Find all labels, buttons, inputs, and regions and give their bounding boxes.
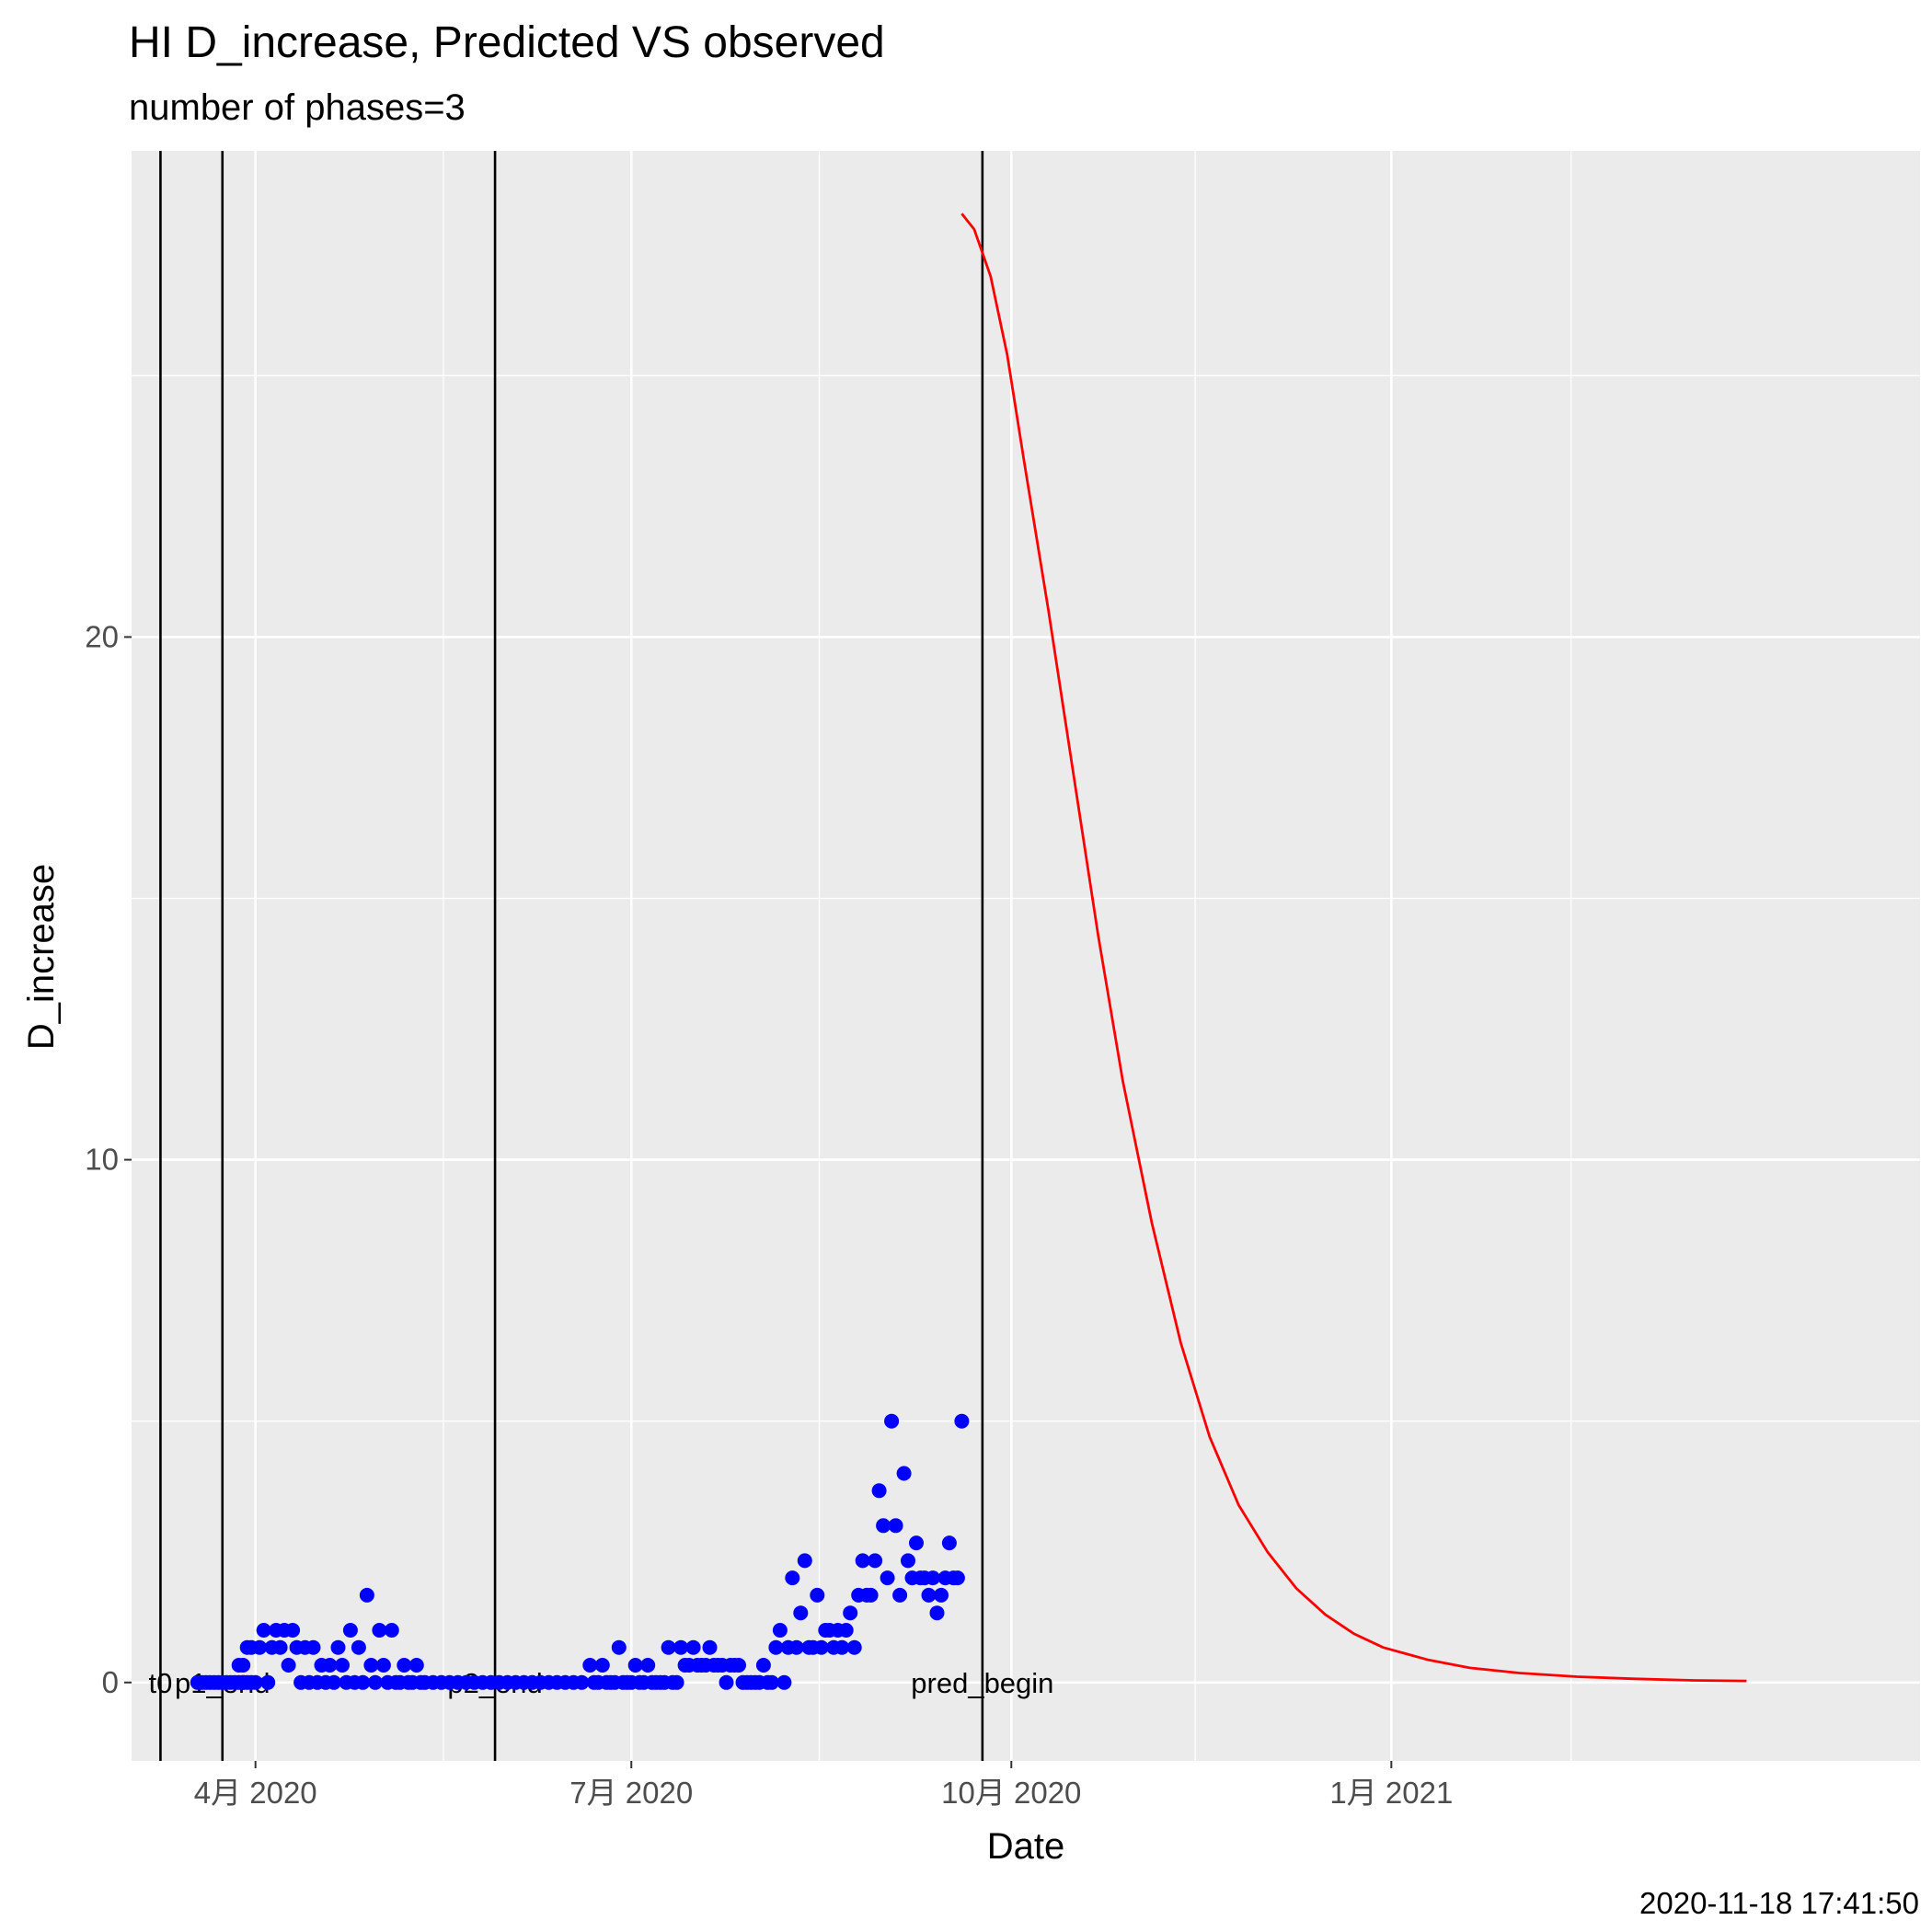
observed-point (384, 1623, 399, 1638)
observed-point (797, 1553, 812, 1569)
observed-point (281, 1658, 296, 1673)
observed-point (949, 1570, 965, 1586)
observed-point (764, 1674, 779, 1690)
observed-point (359, 1587, 374, 1603)
y-tick-label: 0 (102, 1665, 119, 1699)
observed-point (838, 1623, 854, 1638)
observed-point (843, 1605, 858, 1621)
observed-point (793, 1605, 809, 1621)
observed-point (372, 1623, 387, 1638)
observed-point (397, 1658, 412, 1673)
grid-minor (132, 151, 1920, 1761)
observed-point (363, 1658, 379, 1673)
observed-point (685, 1639, 701, 1655)
x-tick-label: 10月 2020 (941, 1776, 1081, 1810)
observed-point (611, 1639, 627, 1655)
observed-point (896, 1466, 912, 1481)
observed-series (190, 1413, 970, 1690)
x-axis-title: Date (987, 1826, 1065, 1867)
observed-point (627, 1658, 643, 1673)
observed-point (772, 1623, 788, 1638)
observed-point (731, 1658, 746, 1673)
observed-point (640, 1658, 656, 1673)
observed-point (788, 1639, 804, 1655)
observed-point (926, 1570, 940, 1586)
observed-point (236, 1658, 251, 1673)
observed-point (375, 1658, 391, 1673)
observed-point (322, 1658, 338, 1673)
observed-point (702, 1639, 718, 1655)
observed-point (909, 1535, 924, 1551)
grid-major (132, 151, 1920, 1761)
observed-point (846, 1639, 862, 1655)
observed-point (776, 1674, 792, 1690)
observed-point (954, 1413, 970, 1429)
observed-point (810, 1587, 825, 1603)
observed-point (755, 1658, 771, 1673)
observed-point (785, 1570, 800, 1586)
vertical-lines (159, 151, 984, 1761)
observed-point (901, 1553, 915, 1569)
observed-point (669, 1674, 684, 1690)
observed-point (285, 1623, 301, 1638)
observed-point (876, 1518, 891, 1534)
observed-point (863, 1587, 879, 1603)
observed-point (256, 1623, 271, 1638)
x-axis: 4月 2020 7月 2020 10月 2020 1月 2021 (194, 1761, 1453, 1810)
observed-point (871, 1483, 887, 1499)
observed-point (880, 1570, 895, 1586)
x-tick-label: 1月 2021 (1329, 1776, 1453, 1810)
observed-point (408, 1658, 424, 1673)
y-tick-label: 20 (85, 619, 119, 653)
reference-line-label: t0 (148, 1667, 172, 1699)
observed-point (719, 1674, 734, 1690)
observed-point (884, 1413, 900, 1429)
observed-point (327, 1674, 341, 1690)
observed-point (594, 1658, 610, 1673)
observed-point (673, 1639, 689, 1655)
predicted-line (960, 213, 1747, 1683)
y-axis: 0 10 20 (85, 619, 132, 1699)
observed-point (305, 1639, 321, 1655)
observed-point (272, 1639, 288, 1655)
chart-title: HI D_increase, Predicted VS observed (129, 18, 885, 67)
x-tick-label: 7月 2020 (569, 1776, 693, 1810)
plot-caption: 2020-11-18 17:41:50 (1639, 1886, 1919, 1920)
observed-point (934, 1587, 949, 1603)
observed-point (342, 1623, 358, 1638)
observed-point (834, 1639, 850, 1655)
observed-point (868, 1553, 883, 1569)
observed-point (768, 1639, 784, 1655)
observed-point (260, 1674, 276, 1690)
y-axis-title: D_increase (21, 864, 62, 1050)
observed-point (855, 1553, 870, 1569)
observed-point (247, 1674, 263, 1690)
observed-point (355, 1674, 371, 1690)
observed-point (335, 1658, 350, 1673)
chart-subtitle: number of phases=3 (129, 87, 466, 128)
observed-point (582, 1658, 598, 1673)
x-tick-label: 4月 2020 (194, 1776, 317, 1810)
observed-point (367, 1674, 383, 1690)
observed-point (236, 1674, 251, 1690)
observed-point (888, 1518, 903, 1534)
reference-line-label: pred_begin (911, 1667, 1053, 1699)
observed-point (941, 1535, 957, 1551)
observed-point (813, 1639, 829, 1655)
observed-point (330, 1639, 346, 1655)
y-tick-label: 10 (85, 1143, 119, 1177)
observed-point (574, 1674, 590, 1690)
plot-panel (132, 151, 1920, 1761)
predicted-series (960, 213, 1747, 1683)
observed-point (351, 1639, 366, 1655)
observed-point (252, 1639, 268, 1655)
observed-point (929, 1605, 945, 1621)
observed-point (892, 1587, 908, 1603)
observed-point (921, 1587, 937, 1603)
observed-point (661, 1639, 676, 1655)
